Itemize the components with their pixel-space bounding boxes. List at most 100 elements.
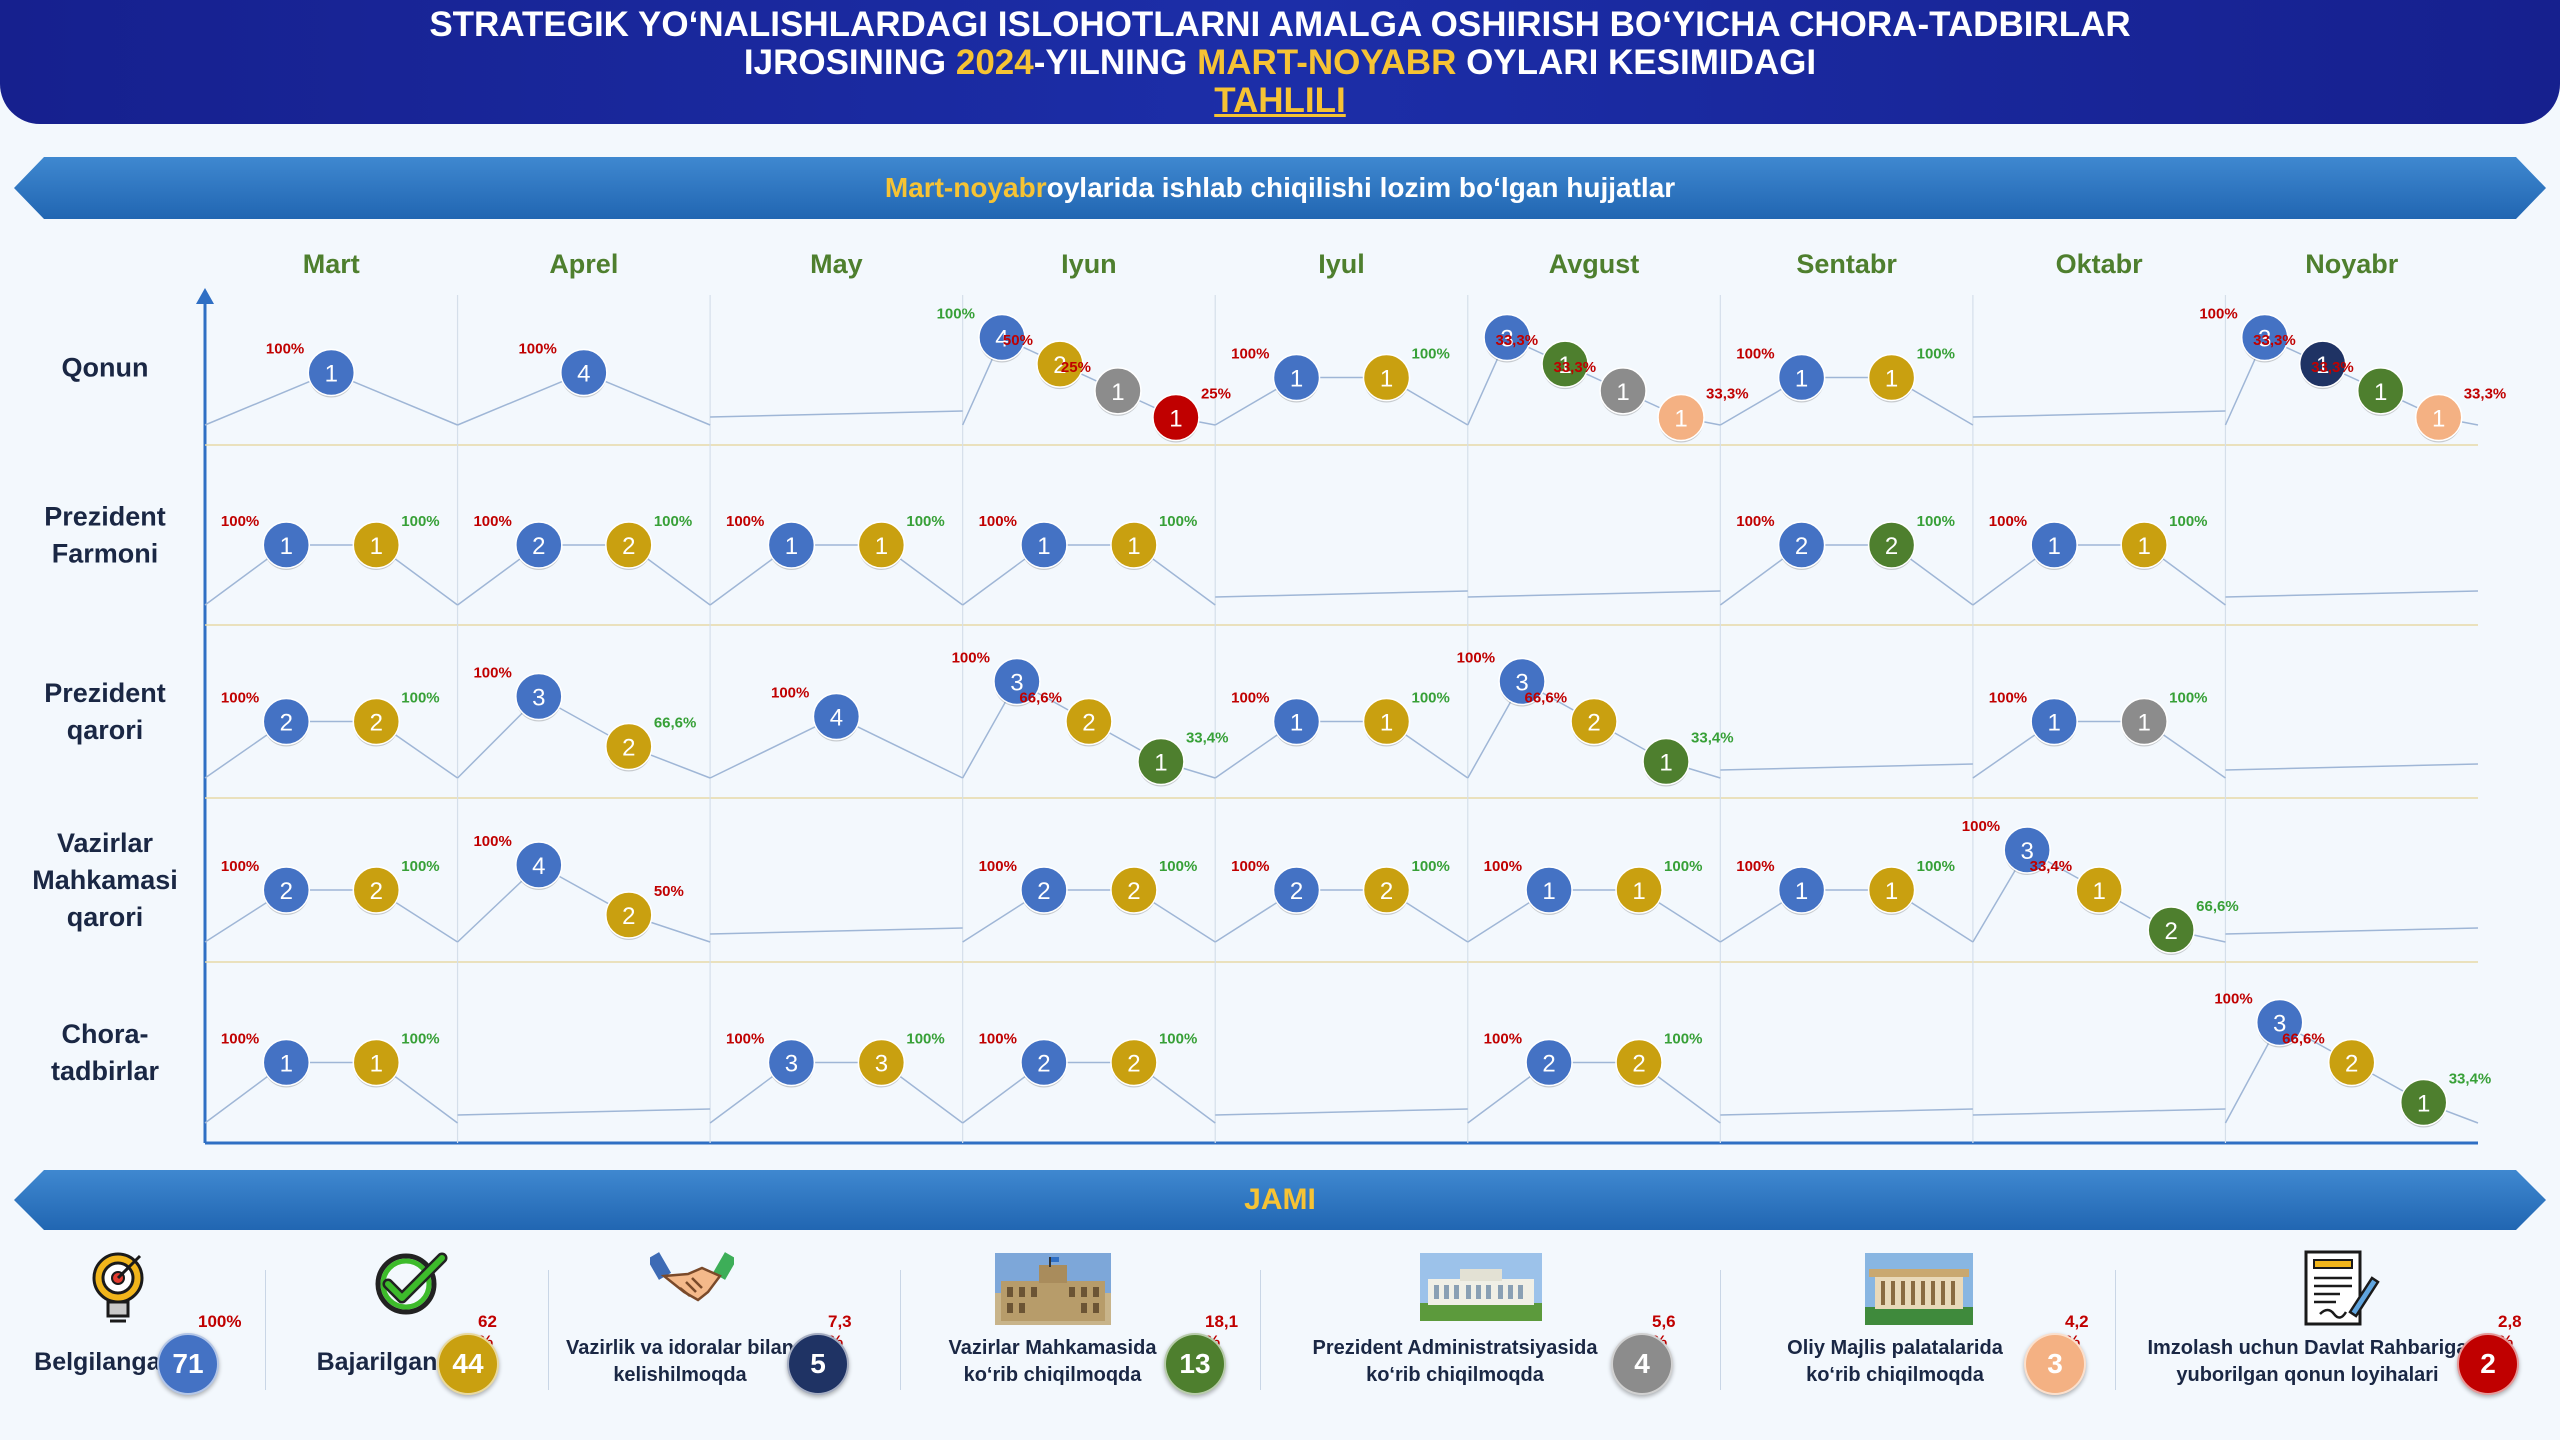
month-label: Noyabr <box>2305 249 2399 279</box>
bubble-circle <box>1642 737 1690 786</box>
y-axis-arrow <box>196 288 214 304</box>
value-bubble: 2 <box>1615 1038 1663 1088</box>
bubble-value: 1 <box>2047 710 2060 737</box>
bubble-value: 2 <box>280 710 293 737</box>
bubble-percent: 66,6% <box>1019 690 1062 707</box>
bubble-circle <box>1570 697 1618 746</box>
header-line-1: STRATEGIK YO‘NALISHLARDAGI ISLOHOTLARNI … <box>429 5 2131 44</box>
bubble-value: 1 <box>1037 533 1050 560</box>
bubble-percent: 100% <box>1736 513 1774 530</box>
signing-document-icon <box>2300 1248 2380 1333</box>
value-bubble: 2 <box>352 697 401 747</box>
total-label: Oliy Majlis palatalarida ko‘rib chiqilmoq… <box>1760 1335 2030 1389</box>
bubble-value: 2 <box>1037 878 1050 905</box>
value-bubble: 3 <box>767 1038 816 1088</box>
bubble-circle <box>1615 866 1663 914</box>
value-bubble: 1 <box>1777 353 1826 403</box>
footer-separator <box>900 1270 901 1390</box>
total-label-line: yuborilgan qonun loyihalari <box>2176 1364 2439 1386</box>
bubble-value: 2 <box>1127 878 1140 905</box>
footer-separator <box>2115 1270 2116 1390</box>
total-value-circle: 5 <box>787 1333 849 1395</box>
value-bubble: 3 <box>857 1038 906 1088</box>
total-label: Belgilangan <box>30 1349 180 1376</box>
value-bubble: 1 <box>1657 393 1705 443</box>
bubble-circle <box>1094 367 1142 415</box>
bubble-circle <box>1867 521 1916 569</box>
bubble-circle <box>1657 393 1705 442</box>
bubble-value: 2 <box>532 533 545 560</box>
month-label: Avgust <box>1549 249 1640 279</box>
trend-line <box>1214 376 1469 426</box>
trend-line <box>1972 544 2226 606</box>
trend-line <box>1215 590 1468 598</box>
value-bubble: 4 <box>515 841 563 890</box>
bubble-value: 1 <box>325 361 338 388</box>
header-year: 2024 <box>955 43 1034 82</box>
bubble-value: 2 <box>1127 1051 1140 1078</box>
checkmark-icon <box>370 1248 448 1323</box>
bubble-circle <box>515 672 563 721</box>
value-bubble: 2 <box>1272 866 1321 915</box>
month-label: Mart <box>303 249 360 279</box>
bubble-circle <box>2030 697 2078 746</box>
bubble-value: 3 <box>1010 670 1023 697</box>
bubble-percent: 100% <box>221 513 259 530</box>
bubble-percent: 33,3% <box>2464 386 2507 403</box>
totals-banner-text: JAMI <box>1244 1183 1316 1216</box>
bubble-percent: 100% <box>473 665 511 682</box>
bubble-value: 3 <box>532 685 545 712</box>
bubble-circle <box>1599 367 1647 415</box>
bubble-circle <box>1110 1038 1158 1087</box>
bubble-circle <box>560 348 608 397</box>
header-line-2-part: OYLARI KESIMIDAGI <box>1456 43 1817 82</box>
bubble-circle <box>1867 353 1916 402</box>
value-bubble: 4 <box>978 313 1026 363</box>
bubble-circle <box>352 1038 401 1087</box>
bubble-value: 1 <box>1795 878 1808 905</box>
trend-line <box>2225 763 2479 771</box>
target-bulb-icon <box>88 1248 148 1331</box>
bubble-value: 2 <box>1082 710 1095 737</box>
bubble-circle <box>2356 367 2405 415</box>
trend-line <box>457 864 711 943</box>
bubble-percent: 100% <box>1917 346 1955 363</box>
trend-line <box>1719 889 1974 943</box>
value-bubble: 2 <box>1036 340 1084 390</box>
bubble-value: 1 <box>2316 352 2329 379</box>
bubble-circle <box>1525 1038 1573 1087</box>
total-value-circle: 44 <box>437 1333 499 1395</box>
bubble-circle <box>2240 313 2289 362</box>
bubble-circle <box>857 1038 906 1087</box>
bubble-circle <box>1272 866 1321 914</box>
value-bubble: 1 <box>352 521 401 570</box>
row-label: Prezident <box>44 678 166 708</box>
bubble-percent: 100% <box>1736 858 1774 875</box>
value-bubble: 1 <box>1615 866 1663 915</box>
bubble-percent: 100% <box>979 513 1017 530</box>
bubble-value: 3 <box>1515 670 1528 697</box>
bubble-value: 1 <box>1632 878 1645 905</box>
bubble-percent: 100% <box>401 1031 439 1048</box>
bubble-percent: 100% <box>1412 346 1450 363</box>
bubble-percent: 100% <box>1989 513 2027 530</box>
value-bubble: 2 <box>1020 866 1068 915</box>
value-bubble: 2 <box>515 521 563 570</box>
value-bubble: 1 <box>1110 521 1158 570</box>
bubble-circle <box>1110 521 1158 569</box>
bubble-percent: 50% <box>1003 332 1033 349</box>
value-bubble: 1 <box>1541 340 1589 390</box>
row-label: Qonun <box>62 353 149 383</box>
trend-line <box>709 544 964 606</box>
bubble-percent: 100% <box>518 341 556 358</box>
bubble-circle <box>1541 340 1589 388</box>
bubble-value: 1 <box>2432 406 2445 433</box>
bubble-circle <box>1362 866 1411 914</box>
bubble-value: 2 <box>1795 533 1808 560</box>
total-label-line: Bajarilgan <box>316 1348 438 1376</box>
bubble-circle <box>2030 521 2078 569</box>
trend-line <box>962 889 1216 943</box>
bubble-value: 3 <box>1500 326 1513 353</box>
bubble-circle <box>262 521 311 569</box>
bubble-circle <box>767 521 816 569</box>
